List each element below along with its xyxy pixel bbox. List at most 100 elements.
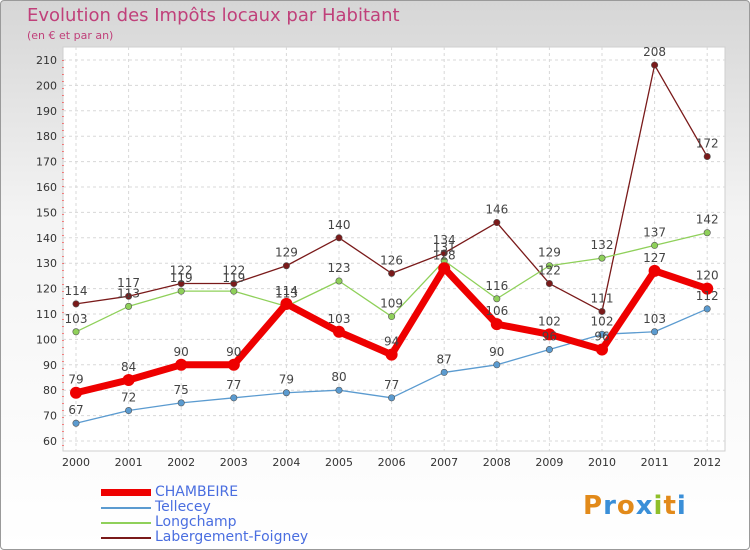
data-point [490,318,503,331]
y-tick-label: 190 [36,105,57,118]
data-label: 117 [117,276,140,290]
data-point [125,407,133,415]
y-tick-label: 150 [36,206,57,219]
data-label: 119 [222,271,245,285]
data-label: 103 [328,312,351,326]
y-tick-label: 110 [36,308,57,321]
data-point [282,389,290,397]
logo-letter: x [635,491,654,521]
data-label: 77 [226,378,241,392]
data-label: 122 [170,264,193,278]
y-tick-label: 170 [36,156,57,169]
x-tick-label: 2010 [588,456,616,469]
data-point [230,280,238,288]
data-point [651,328,659,336]
logo-letter: o [616,491,636,521]
data-point [72,300,80,308]
data-point [280,297,293,310]
data-label: 128 [433,248,456,262]
data-point [545,280,553,288]
data-label: 119 [170,271,193,285]
y-tick-label: 180 [36,130,57,143]
data-label: 106 [485,304,508,318]
data-label: 137 [643,225,666,239]
legend-label-chambeire: CHAMBEIRE [155,484,239,500]
data-point [703,153,711,161]
data-point [72,328,80,336]
data-label: 122 [222,264,245,278]
data-point [596,343,608,356]
data-point [70,386,82,399]
data-label: 102 [591,314,614,328]
x-tick-label: 2005 [325,456,353,469]
y-tick-label: 60 [43,435,57,448]
data-point [388,269,396,277]
logo-letter: r [603,491,617,521]
legend-swatch-tellecey [101,507,151,509]
data-point [438,262,451,275]
legend-label-longchamp: Longchamp [155,514,237,530]
x-tick-label: 2002 [167,456,195,469]
y-tick-label: 70 [43,410,57,423]
data-point [175,358,188,371]
data-label: 102 [538,314,561,328]
data-label: 96 [594,330,609,344]
proxiti-logo: Proxiti [583,491,687,521]
legend-label-labergement-foigney: Labergement-Foigney [155,529,309,545]
data-point [230,287,238,295]
data-point [545,346,553,354]
data-label: 172 [696,137,719,151]
data-point [388,313,396,321]
data-label: 67 [68,403,83,417]
data-label: 114 [65,284,88,298]
data-label: 146 [485,203,508,217]
data-point [651,61,659,69]
data-label: 113 [275,286,298,300]
data-point [703,305,711,313]
data-label: 142 [696,213,719,227]
legend-swatch-longchamp [101,522,151,524]
data-point [230,394,238,402]
data-point [177,399,185,407]
logo-letter: i [653,491,664,521]
data-point [388,394,396,402]
data-label: 114 [275,284,298,298]
data-label: 109 [380,297,403,311]
chart-title: Evolution des Impôts locaux par Habitant [27,5,400,26]
x-tick-label: 2000 [62,456,90,469]
data-point [493,219,501,227]
data-point [701,282,714,295]
x-tick-label: 2012 [693,456,721,469]
legend-swatch-labergement-foigney [101,537,151,539]
x-tick-label: 2006 [378,456,406,469]
data-label: 90 [226,345,241,359]
data-label: 140 [328,218,351,232]
data-label: 90 [174,345,189,359]
data-label: 123 [328,261,351,275]
data-point [125,302,133,310]
data-label: 103 [643,312,666,326]
data-point [227,358,240,371]
data-point [493,295,501,303]
y-tick-label: 200 [36,79,57,92]
x-tick-label: 2008 [483,456,511,469]
x-tick-label: 2004 [272,456,300,469]
data-label: 94 [384,335,399,349]
logo-letter: P [583,491,604,521]
y-tick-label: 90 [43,359,57,372]
data-label: 127 [643,251,666,265]
data-point [335,386,343,394]
data-label: 80 [331,370,346,384]
data-label: 77 [384,378,399,392]
y-tick-label: 140 [36,232,57,245]
data-label: 134 [433,233,456,247]
chart-subtitle: (en € et par an) [27,29,114,42]
data-label: 96 [542,330,557,344]
data-point [651,241,659,249]
y-tick-label: 130 [36,257,57,270]
y-tick-label: 120 [36,283,57,296]
legend-swatch-chambeire [101,489,151,496]
data-label: 87 [437,352,452,366]
data-label: 129 [538,246,561,260]
